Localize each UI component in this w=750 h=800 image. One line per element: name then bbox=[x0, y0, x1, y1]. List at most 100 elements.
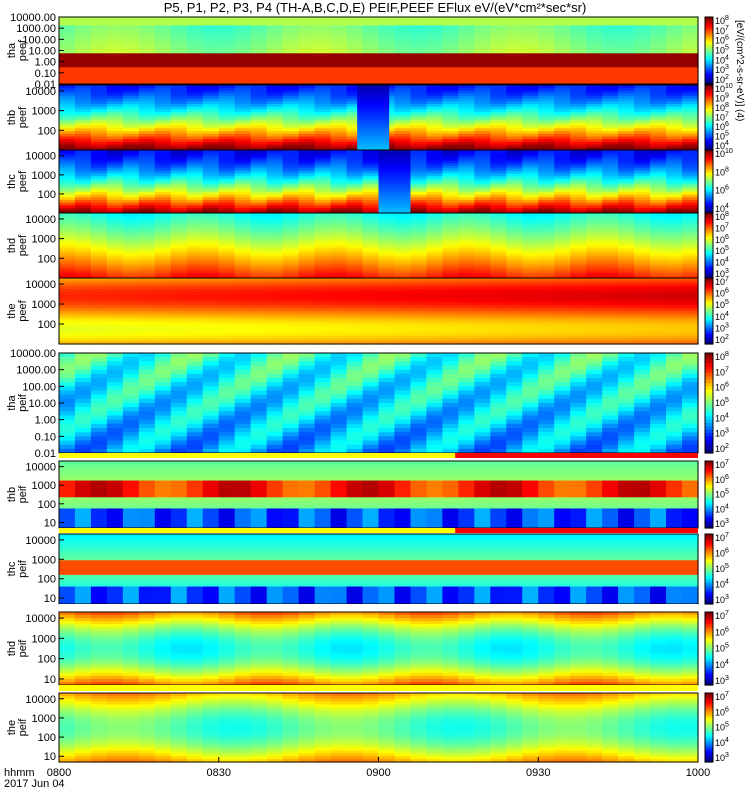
spectrogram-cell bbox=[314, 152, 332, 156]
spectrogram-cell bbox=[266, 286, 284, 290]
spectrogram-cell bbox=[618, 223, 635, 228]
spectrogram-cell bbox=[554, 44, 571, 49]
spectrogram-cell bbox=[490, 205, 507, 209]
spectrogram-cell bbox=[282, 114, 300, 119]
spectrogram-cell bbox=[122, 202, 140, 206]
spectrogram-cell bbox=[186, 250, 204, 255]
spectrogram-cell bbox=[106, 210, 124, 214]
spectrogram-cell bbox=[59, 192, 76, 196]
spectrogram-cell bbox=[602, 192, 619, 196]
spectrogram-cell bbox=[122, 250, 140, 255]
spectrogram-cell bbox=[394, 25, 412, 29]
spectrogram-cell bbox=[266, 125, 284, 129]
spectrogram-cell bbox=[586, 61, 603, 66]
spectrogram-cell bbox=[74, 207, 92, 211]
spectrogram-cell bbox=[170, 160, 188, 164]
spectrogram-cell bbox=[202, 114, 220, 119]
spectrogram-cell bbox=[330, 101, 348, 105]
spectrogram-cell bbox=[634, 85, 651, 89]
spectrogram-cell bbox=[298, 133, 316, 138]
spectrogram-cell bbox=[154, 171, 172, 175]
spectrogram-cell bbox=[538, 157, 555, 162]
spectrogram-cell bbox=[250, 313, 268, 318]
spectrogram-cell bbox=[586, 278, 603, 282]
spectrogram-cell bbox=[298, 261, 316, 266]
spectrogram-cell bbox=[394, 313, 412, 318]
spectrogram-cell bbox=[218, 133, 236, 138]
spectrogram-cell bbox=[186, 17, 204, 21]
spectrogram-cell bbox=[618, 114, 635, 119]
spectrogram-cell bbox=[90, 61, 108, 66]
spectrogram-cell bbox=[218, 248, 236, 252]
spectrogram-cell bbox=[106, 341, 124, 345]
spectrogram-cell bbox=[506, 160, 523, 164]
spectrogram-cell bbox=[106, 28, 124, 32]
spectrogram-cell bbox=[570, 245, 587, 249]
spectrogram-cell bbox=[138, 17, 156, 21]
spectrogram-cell bbox=[682, 152, 699, 156]
spectrogram-cell bbox=[442, 122, 459, 127]
spectrogram-cell bbox=[202, 256, 220, 260]
spectrogram-cell bbox=[682, 128, 699, 132]
spectrogram-cell bbox=[458, 189, 475, 193]
data-gap-cell bbox=[357, 114, 390, 119]
spectrogram-cell bbox=[650, 341, 667, 345]
spectrogram-cell bbox=[250, 221, 268, 225]
spectrogram-cell bbox=[74, 22, 92, 26]
spectrogram-cell bbox=[250, 93, 268, 97]
spectrogram-cell bbox=[59, 316, 76, 320]
spectrogram-cell bbox=[170, 47, 188, 52]
spectrogram-cell bbox=[250, 81, 268, 85]
spectrogram-cell bbox=[74, 256, 92, 260]
spectrogram-cell bbox=[346, 305, 364, 309]
spectrogram-cell bbox=[490, 289, 507, 293]
spectrogram-cell bbox=[186, 294, 204, 298]
spectrogram-cell bbox=[250, 103, 268, 108]
spectrogram-cell bbox=[106, 81, 124, 85]
spectrogram-cell bbox=[234, 168, 252, 172]
spectrogram-cell bbox=[346, 205, 364, 209]
spectrogram-cell bbox=[618, 42, 635, 46]
spectrogram-cell bbox=[362, 75, 380, 80]
spectrogram-cell bbox=[346, 264, 364, 268]
spectrogram-cell bbox=[106, 264, 124, 268]
spectrogram-cell bbox=[170, 90, 188, 94]
spectrogram-cell bbox=[138, 147, 156, 151]
spectrogram-cell bbox=[618, 322, 635, 326]
spectrogram-cell bbox=[570, 308, 587, 312]
spectrogram-cell bbox=[394, 213, 412, 217]
spectrogram-cell bbox=[106, 286, 124, 290]
spectrogram-cell bbox=[346, 330, 364, 334]
spectrogram-cell bbox=[522, 248, 539, 252]
spectrogram-cell bbox=[618, 39, 635, 43]
spectrogram-cell bbox=[490, 223, 507, 228]
spectrogram-cell bbox=[666, 90, 683, 94]
spectrogram-cell bbox=[330, 85, 348, 89]
spectrogram-cell bbox=[346, 223, 364, 228]
spectrogram-cell bbox=[538, 139, 555, 143]
spectrogram-cell bbox=[106, 67, 124, 71]
spectrogram-cell bbox=[618, 316, 635, 320]
spectrogram-cell bbox=[314, 269, 332, 274]
spectrogram-cell bbox=[138, 333, 156, 337]
spectrogram-cell bbox=[234, 231, 252, 236]
spectrogram-cell bbox=[362, 253, 380, 257]
spectrogram-cell bbox=[538, 215, 555, 220]
spectrogram-cell bbox=[314, 213, 332, 217]
spectrogram-cell bbox=[346, 278, 364, 282]
spectrogram-cell bbox=[74, 157, 92, 162]
spectrogram-cell bbox=[298, 305, 316, 309]
spectrogram-cell bbox=[570, 44, 587, 49]
spectrogram-cell bbox=[59, 248, 76, 252]
spectrogram-cell bbox=[618, 120, 635, 124]
spectrogram-cell bbox=[506, 311, 523, 315]
spectrogram-cell bbox=[554, 305, 571, 309]
spectrogram-cell bbox=[586, 160, 603, 164]
spectrogram-cell bbox=[282, 223, 300, 228]
spectrogram-cell bbox=[138, 237, 156, 241]
spectrogram-cell bbox=[154, 131, 172, 135]
spectrogram-cell bbox=[538, 128, 555, 132]
spectrogram-cell bbox=[426, 311, 443, 315]
spectrogram-cell bbox=[234, 22, 252, 26]
spectrogram-cell bbox=[122, 253, 140, 257]
